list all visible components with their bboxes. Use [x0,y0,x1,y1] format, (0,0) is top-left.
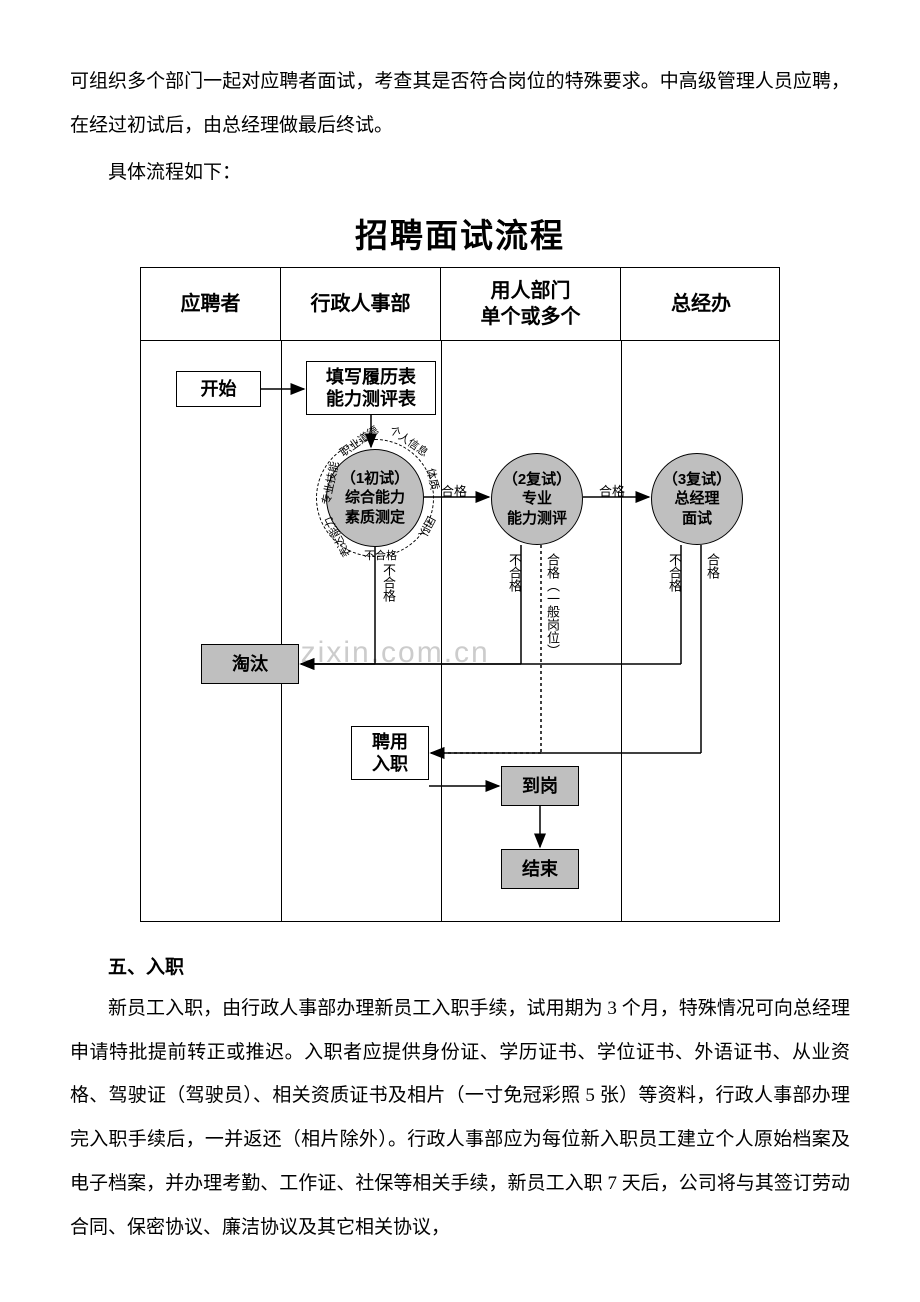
intro-paragraph-2: 具体流程如下： [70,151,850,195]
ring-label: 不合格 [364,547,397,563]
node-start: 开始 [176,371,261,407]
node-c3: （3复试） 总经理 面试 [651,453,743,545]
flowchart-container: 应聘者 行政人事部 用人部门 单个或多个 总经办 www.zixin.com.c… [140,267,780,922]
lane-header-gm: 总经办 [621,268,781,340]
lane-header-applicant: 应聘者 [141,268,281,340]
label-fail-c1: 不合格 [379,563,398,602]
label-fail-c2: 不合格 [505,553,524,592]
intro-paragraph-1: 可组织多个部门一起对应聘者面试，考查其是否符合岗位的特殊要求。中高级管理人员应聘… [70,60,850,147]
section-5-heading: 五、入职 [70,952,850,979]
lane-divider [281,341,282,921]
node-c2: （2复试） 专业 能力测评 [491,453,583,545]
label-pass-general: 合格（一般岗位） [543,553,562,657]
node-hire: 聘用 入职 [351,726,429,780]
lane-divider [441,341,442,921]
section-5-body: 新员工入职，由行政人事部办理新员工入职手续，试用期为 3 个月，特殊情况可向总经… [70,987,850,1249]
label-fail-c3: 不合格 [665,553,684,592]
flowchart-title: 招聘面试流程 [70,209,850,257]
node-eliminate: 淘汰 [201,644,299,684]
flowchart-connectors [141,341,781,921]
flowchart-body: www.zixin.com.cn [141,341,779,921]
lane-header-hr: 行政人事部 [281,268,441,340]
label-pass-c2c3: 合格 [599,481,625,500]
node-end: 结束 [501,849,579,889]
lane-header-row: 应聘者 行政人事部 用人部门 单个或多个 总经办 [141,268,779,341]
lane-divider [621,341,622,921]
node-arrive: 到岗 [501,766,579,806]
lane-header-dept: 用人部门 单个或多个 [441,268,621,340]
node-fill-form: 填写履历表 能力测评表 [306,361,436,415]
label-pass-c1c2: 合格 [441,481,467,500]
label-pass-c3: 合格 [703,553,722,579]
